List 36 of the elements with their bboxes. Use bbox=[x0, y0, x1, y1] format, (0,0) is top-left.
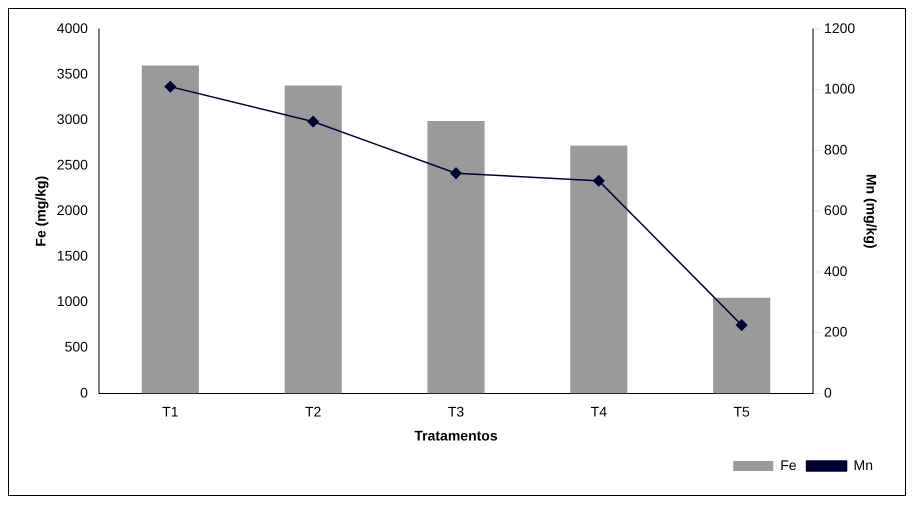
legend-label: Mn bbox=[854, 456, 874, 473]
y2-tick-label: 800 bbox=[824, 141, 848, 158]
x-axis-title: Tratamentos bbox=[414, 427, 498, 444]
point bbox=[593, 175, 605, 187]
bar bbox=[142, 65, 199, 394]
y-tick-label: 2000 bbox=[56, 202, 88, 218]
y-tick-label: 500 bbox=[64, 338, 88, 355]
x-tick-label: T4 bbox=[590, 404, 608, 420]
y2-tick-label: 200 bbox=[824, 324, 848, 340]
point bbox=[164, 80, 176, 92]
bar bbox=[713, 298, 770, 394]
y2-tick-label: 400 bbox=[824, 262, 848, 279]
x-tick-label: T3 bbox=[448, 404, 464, 420]
x-tick-label: T2 bbox=[305, 404, 322, 420]
x-tick-label: T1 bbox=[162, 404, 179, 420]
point bbox=[450, 167, 462, 179]
point bbox=[736, 319, 748, 331]
y2-tick-label: 0 bbox=[824, 384, 832, 400]
y-tick-label: 1000 bbox=[56, 293, 88, 310]
y-tick-label: 1500 bbox=[56, 248, 88, 264]
y-tick-label: 3500 bbox=[56, 65, 88, 82]
y2-tick-label: 1200 bbox=[824, 20, 856, 36]
x-tick-label: T5 bbox=[733, 404, 750, 420]
y2-axis-title: Mn (mg/kg) bbox=[864, 174, 880, 249]
legend-label: Fe bbox=[780, 456, 797, 473]
bar bbox=[284, 85, 342, 394]
y-tick-label: 3000 bbox=[56, 110, 88, 127]
y2-tick-label: 600 bbox=[824, 202, 848, 218]
bar bbox=[570, 146, 628, 394]
bar bbox=[427, 121, 485, 394]
y-axis-title: Fe (mg/kg) bbox=[32, 176, 48, 247]
y-tick-label: 2500 bbox=[56, 156, 88, 173]
y2-tick-label: 1000 bbox=[824, 80, 856, 97]
point bbox=[307, 116, 319, 128]
y-tick-label: 0 bbox=[80, 384, 88, 400]
y-tick-label: 4000 bbox=[56, 20, 88, 36]
